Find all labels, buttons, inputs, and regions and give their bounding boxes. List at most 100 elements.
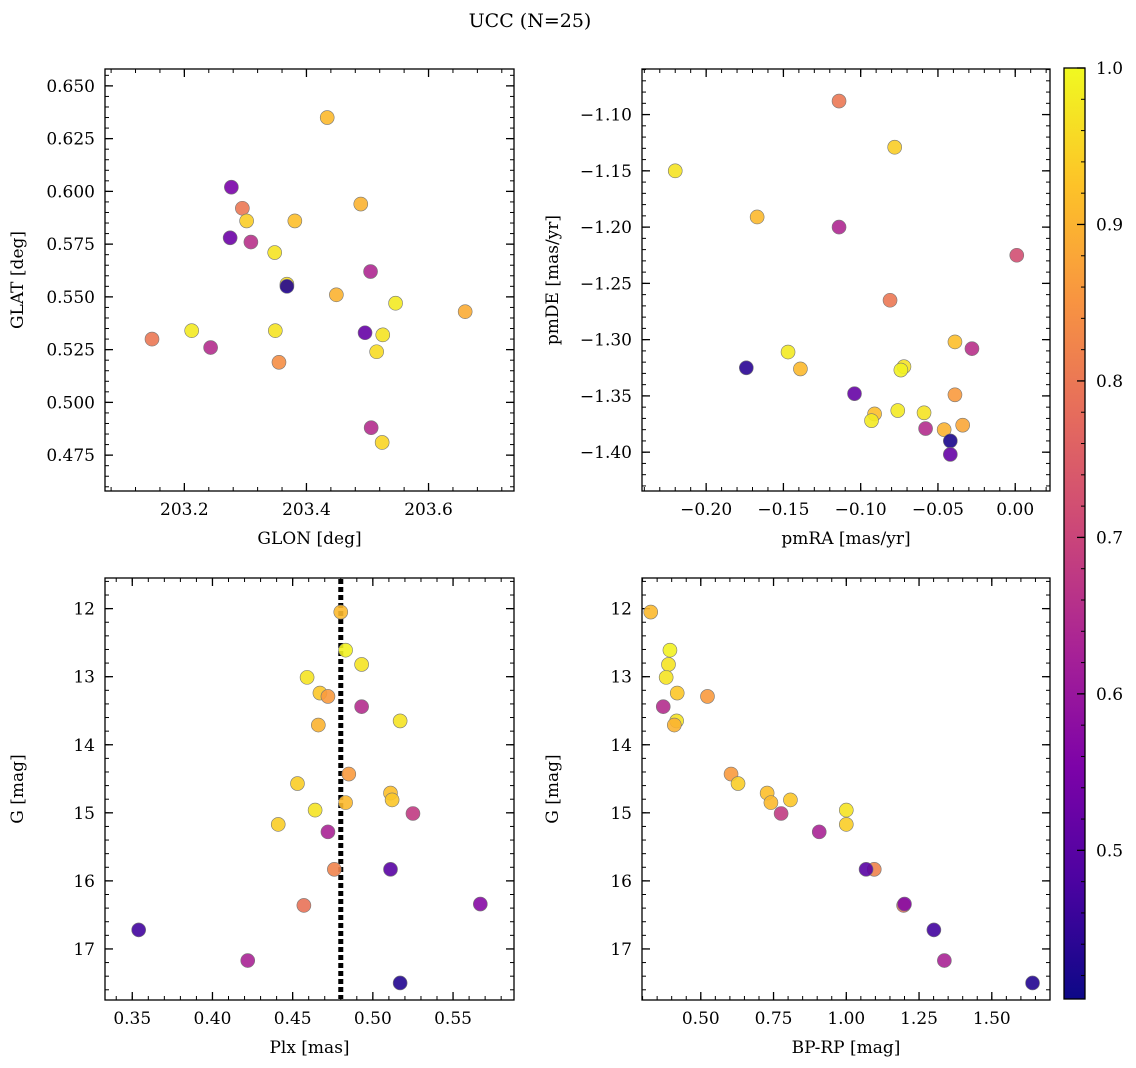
plx-g-y-tick-label: 16 [73, 872, 95, 892]
pmra-pmde-x-axis-label: pmRA [mas/yr] [781, 529, 910, 549]
bprp-g-scatter-point [926, 922, 942, 938]
pmra-pmde-x-tick-label: 0.00 [996, 500, 1034, 520]
glon-glat-scatter-point [457, 304, 473, 319]
bprp-g-x-tick-label: 0.75 [755, 1009, 793, 1029]
bprp-g-scatter-point [783, 792, 798, 808]
pmra-pmde-scatter-point [890, 403, 906, 418]
bprp-g-scatter-point [838, 817, 854, 832]
plx-g-x-tick-label: 0.40 [194, 1009, 232, 1029]
pmra-pmde-scatter-point [918, 421, 933, 436]
bprp-g-axes-frame [641, 577, 1051, 1001]
glon-glat-y-tick-label: 0.575 [46, 235, 95, 255]
colorbar: 0.5 0.6 0.7 0.8 0.9 1.0 [1063, 59, 1123, 1000]
glon-glat-axes-frame [104, 68, 515, 492]
colorbar-tick-label: 0.8 [1096, 372, 1123, 392]
bprp-g-scatter-point [838, 802, 854, 818]
colorbar-tick-label: 0.9 [1096, 215, 1123, 235]
glon-glat-x-tick-label: 203.2 [160, 500, 209, 520]
bprp-g-y-tick-label: 12 [610, 600, 632, 620]
plx-g-scatter-point [354, 657, 369, 672]
plx-g-panel: 0.35 0.40 0.45 0.50 0.55 12 13 14 15 16 17 Plx [mas… [8, 577, 515, 1058]
pmra-pmde-scatter-point [916, 405, 932, 421]
plx-g-scatter-point [320, 689, 336, 704]
bprp-g-scatter-point [937, 953, 952, 968]
pmra-pmde-scatter-point [749, 209, 765, 225]
pmra-pmde-scatter-point [882, 292, 898, 308]
bprp-g-x-tick-label: 1.50 [973, 1009, 1011, 1029]
pmra-pmde-y-tick-label: −1.25 [580, 274, 632, 294]
pmra-pmde-y-tick-label: −1.20 [580, 218, 632, 238]
pmra-pmde-y-tick-label: −1.15 [580, 162, 632, 182]
bprp-g-scatter-point [858, 862, 874, 877]
bprp-g-scatter-point [661, 657, 676, 672]
plx-g-scatter-point [320, 824, 336, 840]
plx-g-x-tick-label: 0.35 [113, 1009, 151, 1029]
bprp-g-scatter-point [773, 806, 789, 821]
bprp-g-scatter-point [1025, 975, 1040, 991]
bprp-g-scatter-point [897, 896, 912, 912]
pmra-pmde-y-tick-label: −1.40 [580, 443, 632, 463]
glon-glat-scatter-point [287, 213, 303, 229]
pmra-pmde-scatter-point [793, 361, 808, 377]
glon-glat-y-axis-label: GLAT [deg] [8, 231, 28, 329]
plx-g-y-tick-label: 17 [73, 940, 95, 960]
plx-g-x-tick-label: 0.45 [274, 1009, 312, 1029]
pmra-pmde-scatter-point [739, 360, 754, 376]
pmra-pmde-scatter-point [943, 433, 958, 449]
plx-g-scatter-point [384, 792, 400, 808]
plx-g-scatter-point [311, 717, 326, 733]
glon-glat-y-tick-label: 0.475 [46, 446, 95, 466]
glon-glat-scatter-point [222, 230, 238, 246]
plx-g-scatter-point [354, 699, 369, 714]
plx-g-scatter-point [307, 802, 323, 818]
bprp-g-scatter-point [811, 824, 827, 840]
plx-g-y-tick-label: 13 [73, 668, 95, 688]
plx-g-scatter-point [333, 604, 349, 620]
plx-g-scatter-point [392, 713, 408, 729]
bprp-g-scatter-point [667, 717, 682, 733]
plx-g-scatter-point [392, 975, 408, 991]
glon-glat-scatter-point [203, 340, 218, 355]
plx-g-x-axis-label: Plx [mas] [269, 1038, 349, 1058]
glon-glat-scatter-point [239, 213, 254, 229]
glon-glat-scatter-point [279, 279, 295, 294]
plx-g-x-tick-label: 0.50 [354, 1009, 392, 1029]
plx-g-scatter-point [327, 862, 342, 877]
bprp-g-y-axis-label: G [mag] [543, 754, 563, 823]
pmra-pmde-scatter-point [847, 386, 862, 401]
plx-g-scatter-point [290, 776, 305, 791]
glon-glat-y-tick-label: 0.600 [46, 182, 95, 202]
glon-glat-scatter-point [369, 344, 384, 360]
bprp-g-y-tick-label: 15 [610, 804, 632, 824]
plx-g-scatter-point [296, 898, 312, 913]
plx-g-scatter-point [405, 806, 421, 821]
glon-glat-y-tick-label: 0.650 [46, 77, 95, 97]
glon-glat-scatter-point [268, 323, 283, 338]
bprp-g-x-tick-label: 0.50 [682, 1009, 720, 1029]
colorbar-tick-label: 1.0 [1096, 59, 1123, 79]
pmra-pmde-x-tick-label: −0.05 [912, 500, 964, 520]
plx-g-scatter-point [473, 896, 488, 912]
bprp-g-x-tick-label: 1.25 [900, 1009, 938, 1029]
pmra-pmde-scatter-point [936, 422, 952, 437]
glon-glat-scatter-point [319, 110, 335, 125]
bprp-g-panel: 0.50 0.75 1.00 1.25 1.50 12 13 14 15 16 17 BP-RP [m… [543, 577, 1051, 1058]
colorbar-tick-label: 0.5 [1096, 841, 1123, 861]
glon-glat-panel: 203.2 203.4 203.6 0.475 0.500 0.525 0.550 0.575… [8, 68, 515, 549]
glon-glat-scatter-point [267, 245, 283, 260]
pmra-pmde-scatter-point [667, 163, 683, 179]
plx-g-scatter-point [240, 953, 256, 968]
plx-g-y-axis-label: G [mag] [8, 754, 28, 823]
pmra-pmde-scatter-point [943, 447, 958, 462]
colorbar-gradient [1063, 67, 1086, 1000]
bprp-g-scatter-point [655, 699, 671, 714]
glon-glat-y-tick-label: 0.550 [46, 288, 95, 308]
bprp-g-scatter-point [763, 795, 779, 810]
glon-glat-y-tick-label: 0.525 [46, 341, 95, 361]
plx-g-axes-frame [104, 577, 515, 1001]
pmra-pmde-scatter-point [831, 93, 847, 109]
glon-glat-x-tick-label: 203.6 [404, 500, 453, 520]
plx-g-scatter-point [131, 922, 146, 938]
pmra-pmde-scatter-point [947, 387, 963, 403]
